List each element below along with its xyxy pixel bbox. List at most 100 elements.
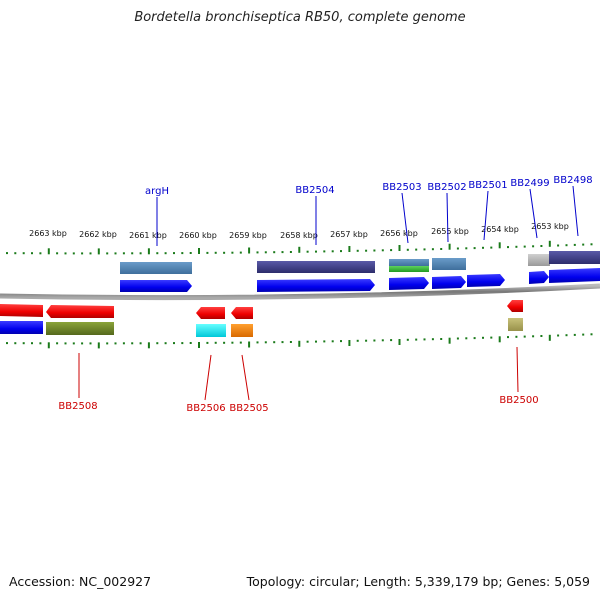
minor-tick xyxy=(106,342,109,345)
minor-tick xyxy=(173,342,175,345)
minor-tick xyxy=(306,340,309,343)
feature-box[interactable] xyxy=(432,258,466,270)
feature-box[interactable] xyxy=(120,262,192,274)
gene-label[interactable]: BB2501 xyxy=(468,180,507,191)
gene-label[interactable]: argH xyxy=(145,186,169,197)
minor-tick xyxy=(590,333,593,336)
minor-tick xyxy=(482,336,484,339)
minor-tick xyxy=(381,249,384,252)
minor-tick xyxy=(415,338,418,341)
feature-box[interactable] xyxy=(389,266,429,272)
major-tick xyxy=(298,340,301,347)
major-tick xyxy=(47,342,50,349)
minor-tick xyxy=(122,342,125,345)
major-tick xyxy=(147,342,150,349)
gene-label[interactable]: BB2503 xyxy=(382,182,421,193)
minor-tick xyxy=(256,341,259,344)
minor-tick xyxy=(456,247,459,250)
gene-label[interactable]: BB2502 xyxy=(427,182,466,193)
minor-tick xyxy=(56,342,59,345)
minor-tick xyxy=(6,252,8,255)
major-tick xyxy=(398,339,401,345)
feature-box[interactable] xyxy=(231,324,253,337)
gene-arrow-forward[interactable] xyxy=(257,279,375,292)
feature-box[interactable] xyxy=(196,324,226,337)
kbp-label: 2657 kbp xyxy=(330,230,368,239)
major-tick xyxy=(248,247,251,254)
minor-tick xyxy=(206,341,209,344)
major-tick xyxy=(348,246,351,252)
feature-box[interactable] xyxy=(528,254,550,266)
genome-backbone xyxy=(0,283,600,301)
minor-tick xyxy=(331,340,334,343)
minor-tick xyxy=(289,251,292,253)
gene-arrow-reverse[interactable] xyxy=(196,307,225,319)
feature-box[interactable] xyxy=(46,322,114,335)
minor-tick xyxy=(573,333,576,336)
leader-line xyxy=(529,188,538,239)
minor-tick xyxy=(323,340,326,343)
minor-tick xyxy=(31,252,33,255)
feature-box[interactable] xyxy=(389,259,429,266)
minor-tick xyxy=(139,252,142,255)
major-tick xyxy=(348,340,351,346)
feature-track-lower xyxy=(0,318,523,337)
minor-tick xyxy=(289,341,292,343)
gene-arrow-reverse[interactable] xyxy=(46,305,114,318)
minor-tick xyxy=(323,250,326,253)
gene-label[interactable]: BB2500 xyxy=(499,395,538,406)
gene-label[interactable]: BB2506 xyxy=(186,403,225,414)
gene-label[interactable]: BB2498 xyxy=(553,175,592,186)
feature-box[interactable] xyxy=(257,261,375,273)
minor-tick xyxy=(523,335,526,338)
minor-tick xyxy=(14,342,17,345)
minor-tick xyxy=(273,251,276,254)
gene-label[interactable]: BB2499 xyxy=(510,178,549,189)
kbp-label: 2663 kbp xyxy=(29,229,67,238)
feature-box[interactable] xyxy=(549,251,600,264)
gene-arrow-forward[interactable] xyxy=(467,274,505,287)
minor-tick xyxy=(507,336,509,339)
minor-tick xyxy=(14,252,17,255)
gene-label[interactable]: BB2505 xyxy=(229,403,268,414)
minor-tick xyxy=(456,337,459,340)
minor-tick xyxy=(365,249,368,252)
minor-tick xyxy=(540,335,543,337)
minor-tick xyxy=(164,342,167,345)
minor-tick xyxy=(81,252,84,255)
leader-line xyxy=(204,354,212,401)
gene-arrow-reverse[interactable] xyxy=(507,300,523,312)
minor-tick xyxy=(373,249,376,252)
feature-box[interactable] xyxy=(508,318,523,331)
gene-arrow-forward[interactable] xyxy=(432,276,466,289)
gene-arrow-forward[interactable] xyxy=(389,277,429,290)
minor-tick xyxy=(264,341,267,344)
minor-tick xyxy=(189,342,192,344)
minor-tick xyxy=(39,342,42,345)
gene-arrow-forward[interactable] xyxy=(120,280,192,292)
minor-tick xyxy=(239,251,242,254)
gene-label[interactable]: BB2504 xyxy=(295,185,334,196)
reverse-strand-genes xyxy=(0,300,523,319)
minor-tick xyxy=(573,243,576,246)
minor-tick xyxy=(89,252,92,255)
major-tick xyxy=(198,342,200,348)
minor-tick xyxy=(223,251,226,254)
minor-tick xyxy=(39,252,42,255)
feature-box[interactable] xyxy=(0,321,43,334)
gene-arrow-reverse[interactable] xyxy=(0,304,43,317)
minor-tick xyxy=(231,341,234,344)
minor-tick xyxy=(214,251,217,254)
gene-arrow-forward[interactable] xyxy=(529,271,549,284)
kbp-label: 2654 kbp xyxy=(481,225,519,234)
major-tick xyxy=(97,248,100,255)
minor-tick xyxy=(331,250,334,253)
gene-arrow-forward[interactable] xyxy=(549,268,600,283)
minor-tick xyxy=(582,243,585,246)
major-tick xyxy=(498,336,501,343)
gene-arrow-reverse[interactable] xyxy=(231,307,253,319)
minor-tick xyxy=(122,252,125,255)
minor-tick xyxy=(465,247,468,250)
minor-tick xyxy=(431,338,434,341)
gene-label[interactable]: BB2508 xyxy=(58,401,97,412)
